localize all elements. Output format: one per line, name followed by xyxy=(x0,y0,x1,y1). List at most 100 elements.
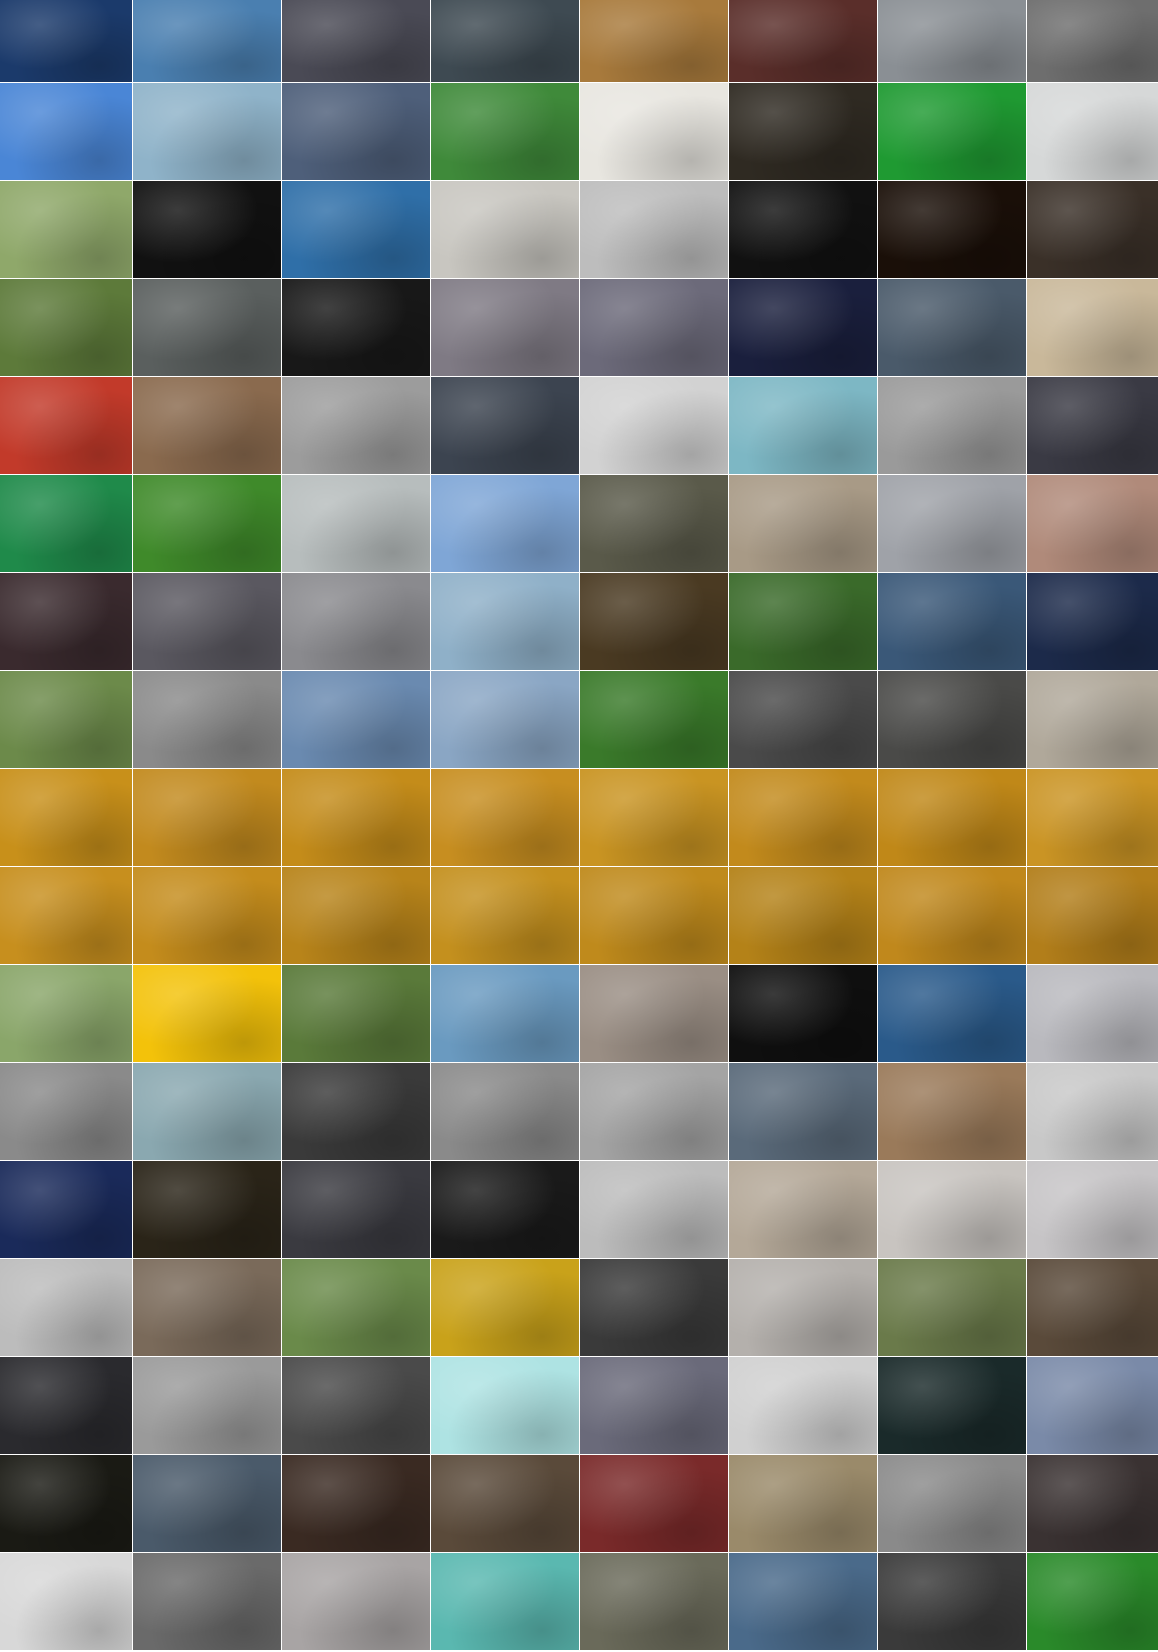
photo-tile xyxy=(729,377,877,474)
photo-tile xyxy=(580,1553,728,1650)
photo-tile xyxy=(282,573,430,670)
photo-tile xyxy=(133,1357,281,1454)
photo-tile xyxy=(580,1063,728,1160)
photo-tile xyxy=(580,377,728,474)
photo-tile xyxy=(133,769,281,866)
photo-tile xyxy=(878,377,1026,474)
photo-tile xyxy=(282,965,430,1062)
photo-tile xyxy=(282,1259,430,1356)
photo-tile xyxy=(580,1259,728,1356)
photo-tile xyxy=(729,573,877,670)
photo-tile xyxy=(431,1161,579,1258)
photo-tile xyxy=(729,1161,877,1258)
photo-tile xyxy=(0,769,132,866)
photo-tile xyxy=(1027,965,1158,1062)
photo-tile xyxy=(282,1553,430,1650)
photo-tile xyxy=(580,1357,728,1454)
photo-tile xyxy=(282,867,430,964)
photo-tile xyxy=(133,1063,281,1160)
photo-tile xyxy=(133,867,281,964)
photo-tile xyxy=(580,965,728,1062)
photo-tile xyxy=(1027,1161,1158,1258)
photo-tile xyxy=(133,1553,281,1650)
photo-tile xyxy=(0,965,132,1062)
photo-tile xyxy=(431,279,579,376)
photo-tile xyxy=(431,671,579,768)
photo-tile xyxy=(1027,279,1158,376)
photo-tile xyxy=(878,1161,1026,1258)
photo-tile xyxy=(282,181,430,278)
photo-tile xyxy=(0,1259,132,1356)
photo-tile xyxy=(1027,475,1158,572)
photo-tile xyxy=(0,1553,132,1650)
photo-tile xyxy=(133,279,281,376)
photo-tile xyxy=(580,573,728,670)
photo-tile xyxy=(729,1063,877,1160)
photo-tile xyxy=(133,1161,281,1258)
photo-tile xyxy=(1027,1455,1158,1552)
photo-tile xyxy=(282,83,430,180)
photo-tile xyxy=(580,0,728,82)
photo-tile xyxy=(729,965,877,1062)
photo-tile xyxy=(729,1259,877,1356)
photo-tile xyxy=(133,671,281,768)
photo-tile xyxy=(878,1357,1026,1454)
photo-tile xyxy=(431,769,579,866)
photo-tile xyxy=(431,0,579,82)
photo-tile xyxy=(729,83,877,180)
photo-tile xyxy=(0,377,132,474)
photo-tile xyxy=(0,1161,132,1258)
photo-tile xyxy=(878,279,1026,376)
photo-tile xyxy=(431,475,579,572)
photo-tile xyxy=(580,475,728,572)
photo-tile xyxy=(729,1553,877,1650)
photo-tile xyxy=(282,279,430,376)
photo-tile xyxy=(580,181,728,278)
photo-tile xyxy=(0,475,132,572)
photo-tile xyxy=(431,1063,579,1160)
photo-tile xyxy=(282,1357,430,1454)
photo-tile xyxy=(133,0,281,82)
photo-tile xyxy=(0,181,132,278)
photo-tile xyxy=(729,181,877,278)
photo-tile xyxy=(431,1553,579,1650)
photo-tile xyxy=(878,1259,1026,1356)
photo-tile xyxy=(729,1455,877,1552)
photo-tile xyxy=(878,867,1026,964)
photo-tile xyxy=(0,867,132,964)
photo-tile xyxy=(580,83,728,180)
photo-tile xyxy=(0,279,132,376)
photo-tile xyxy=(878,573,1026,670)
photo-tile xyxy=(133,181,281,278)
photo-tile xyxy=(431,965,579,1062)
photo-tile xyxy=(580,1455,728,1552)
photo-tile xyxy=(580,867,728,964)
photo-tile xyxy=(0,83,132,180)
photo-tile xyxy=(729,1357,877,1454)
photo-tile xyxy=(282,377,430,474)
photo-tile xyxy=(1027,377,1158,474)
photo-tile xyxy=(133,965,281,1062)
photo-tile xyxy=(580,671,728,768)
photo-tile xyxy=(282,769,430,866)
photo-tile xyxy=(0,0,132,82)
photo-tile xyxy=(282,671,430,768)
photo-tile xyxy=(878,83,1026,180)
photo-tile xyxy=(431,1455,579,1552)
photo-tile xyxy=(431,1357,579,1454)
photo-tile xyxy=(1027,573,1158,670)
photo-tile xyxy=(1027,83,1158,180)
photo-tile xyxy=(878,1553,1026,1650)
photo-tile xyxy=(133,573,281,670)
photo-tile xyxy=(729,671,877,768)
photo-tile xyxy=(878,1063,1026,1160)
photo-tile xyxy=(431,1259,579,1356)
photo-tile xyxy=(0,1357,132,1454)
photo-tile xyxy=(282,1161,430,1258)
photo-tile xyxy=(729,475,877,572)
photo-tile xyxy=(1027,867,1158,964)
photo-tile xyxy=(431,377,579,474)
photo-tile xyxy=(0,1063,132,1160)
photo-tile xyxy=(1027,0,1158,82)
